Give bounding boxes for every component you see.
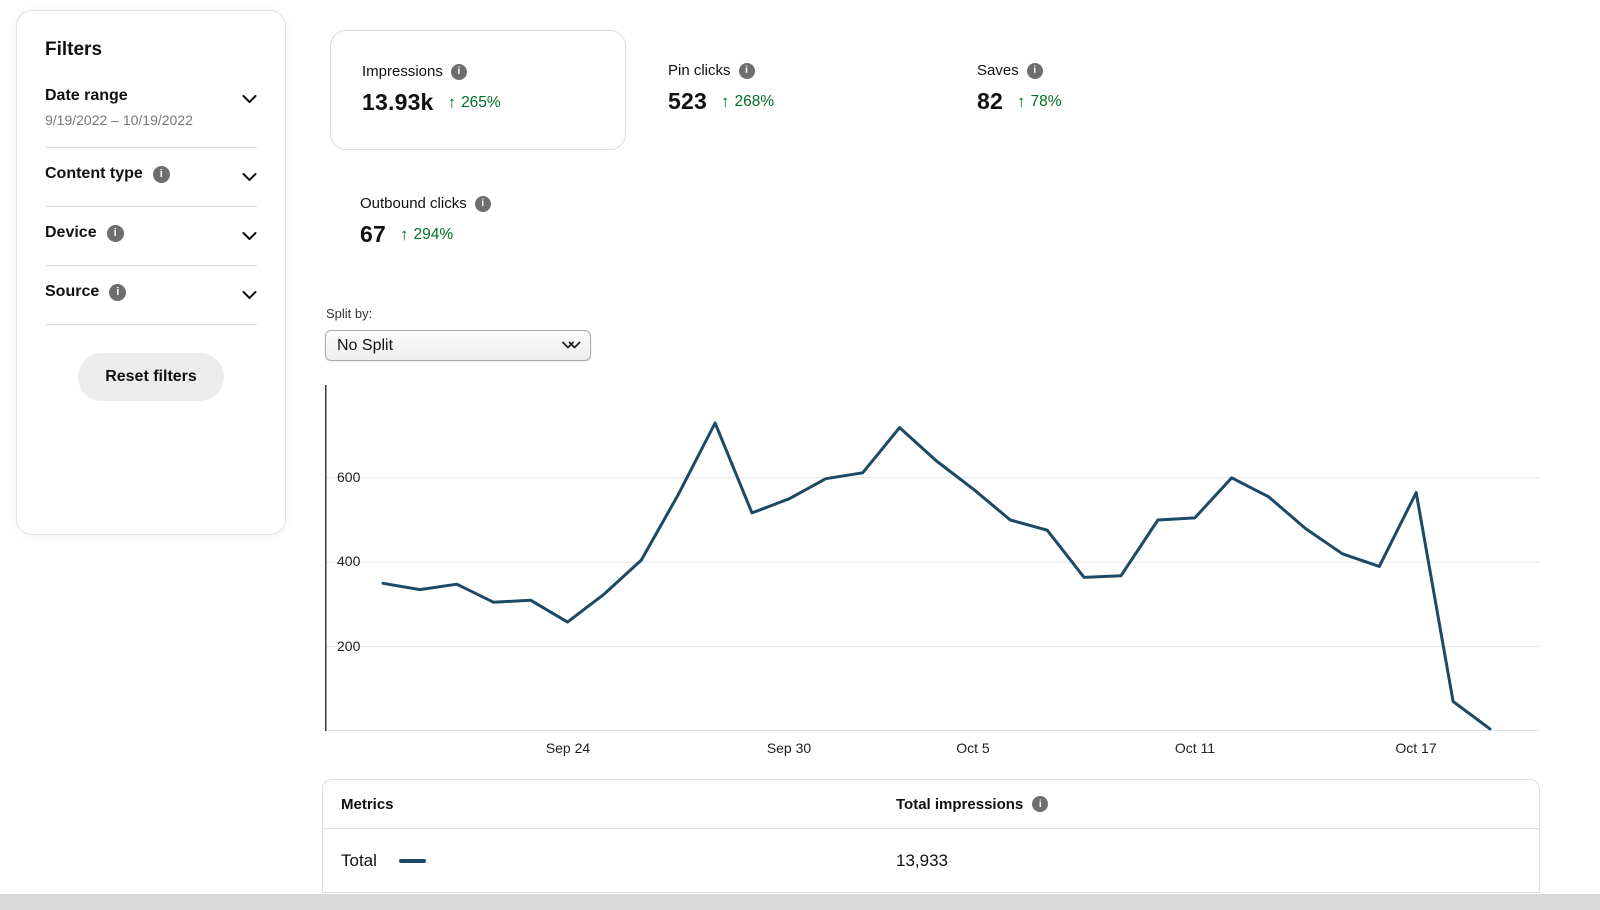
table-row: Total 13,933 (323, 829, 1539, 892)
info-icon[interactable]: i (1032, 796, 1049, 812)
y-axis-tick-label: 400 (337, 553, 361, 570)
info-icon[interactable]: i (474, 195, 491, 212)
chevron-down-icon[interactable] (242, 287, 257, 305)
select-chevrons-icon (561, 340, 581, 352)
reset-filters-button[interactable]: Reset filters (78, 353, 224, 401)
impressions-line-chart: 200 400 600 (325, 385, 1540, 731)
filter-content-type[interactable]: Content type i (45, 148, 257, 207)
metric-card-pin-clicks[interactable]: Pin clicks i 523 ↑ 268% (668, 62, 774, 115)
table-header-metrics: Metrics (323, 796, 878, 813)
series-color-swatch (398, 858, 426, 863)
info-icon[interactable]: i (1026, 62, 1043, 79)
table-header-total-impressions: Total impressions i (878, 796, 1539, 813)
y-axis-tick-label: 200 (337, 637, 361, 654)
x-axis-tick-label: Oct 17 (1395, 740, 1437, 756)
table-header-row: Metrics Total impressions i (323, 780, 1539, 829)
metric-change: 268% (734, 92, 775, 110)
x-axis-tick-label: Oct 5 (956, 740, 990, 756)
chevron-down-icon[interactable] (242, 169, 257, 187)
info-icon[interactable]: i (152, 165, 170, 183)
filter-device-label: Device (45, 224, 97, 241)
y-axis-tick-label: 600 (337, 468, 361, 485)
filter-device[interactable]: Device i (45, 207, 257, 266)
total-impressions-value: 13,933 (896, 850, 948, 870)
info-icon[interactable]: i (109, 283, 127, 301)
metric-label: Impressions (362, 63, 443, 80)
info-icon[interactable]: i (106, 224, 124, 242)
table-cell-series: Total (323, 851, 878, 871)
split-by-label: Split by: (326, 306, 373, 321)
info-icon[interactable]: i (450, 63, 467, 80)
metric-card-impressions[interactable]: Impressions i 13.93k ↑ 265% (330, 30, 626, 150)
filter-date-range-label: Date range (45, 87, 128, 104)
chart-x-axis-labels: Sep 24 Sep 30 Oct 5 Oct 11 Oct 17 (325, 740, 1540, 760)
chevron-down-icon[interactable] (242, 228, 257, 246)
chevron-down-icon[interactable] (242, 91, 257, 109)
metric-value: 82 (977, 88, 1003, 114)
filter-source-label: Source (45, 283, 100, 300)
filter-content-type-label: Content type (45, 165, 143, 182)
x-axis-tick-label: Oct 11 (1174, 740, 1216, 756)
metric-value: 13.93k (362, 89, 434, 115)
up-arrow-icon: ↑ (1016, 91, 1026, 111)
up-arrow-icon: ↑ (447, 92, 457, 112)
metric-change: 294% (413, 225, 454, 243)
x-axis-tick-label: Sep 30 (766, 740, 812, 756)
series-name: Total (341, 850, 377, 870)
metric-value: 67 (360, 221, 386, 247)
table-cell-total-value: 13,933 (878, 851, 1539, 871)
metric-card-saves[interactable]: Saves i 82 ↑ 78% (977, 62, 1062, 115)
up-arrow-icon: ↑ (720, 91, 730, 111)
x-axis-tick-label: Sep 24 (545, 740, 591, 756)
split-by-select[interactable]: No Split (325, 330, 591, 361)
table-header-total-impressions-label: Total impressions (896, 795, 1024, 813)
info-icon[interactable]: i (738, 62, 755, 79)
metric-label: Outbound clicks (360, 195, 467, 212)
metrics-table: Metrics Total impressions i Total 13,933 (322, 779, 1540, 893)
filters-title: Filters (45, 39, 103, 60)
filters-panel: Filters Date range 9/19/2022 – 10/19/202… (16, 10, 286, 535)
metric-label: Saves (977, 62, 1019, 79)
filter-date-range[interactable]: Date range 9/19/2022 – 10/19/2022 (45, 81, 257, 148)
metric-change: 265% (461, 93, 501, 111)
metric-change: 78% (1030, 92, 1062, 110)
split-by-selected-value: No Split (337, 336, 394, 354)
page-bottom-strip (0, 894, 1600, 910)
filter-date-range-value: 9/19/2022 – 10/19/2022 (45, 112, 193, 128)
table-header-metrics-label: Metrics (341, 795, 394, 813)
filter-source[interactable]: Source i (45, 266, 257, 325)
metric-card-outbound-clicks[interactable]: Outbound clicks i 67 ↑ 294% (360, 195, 491, 248)
metric-label: Pin clicks (668, 62, 731, 79)
metric-value: 523 (668, 88, 707, 114)
chart-canvas (325, 385, 1540, 731)
up-arrow-icon: ↑ (399, 224, 409, 244)
